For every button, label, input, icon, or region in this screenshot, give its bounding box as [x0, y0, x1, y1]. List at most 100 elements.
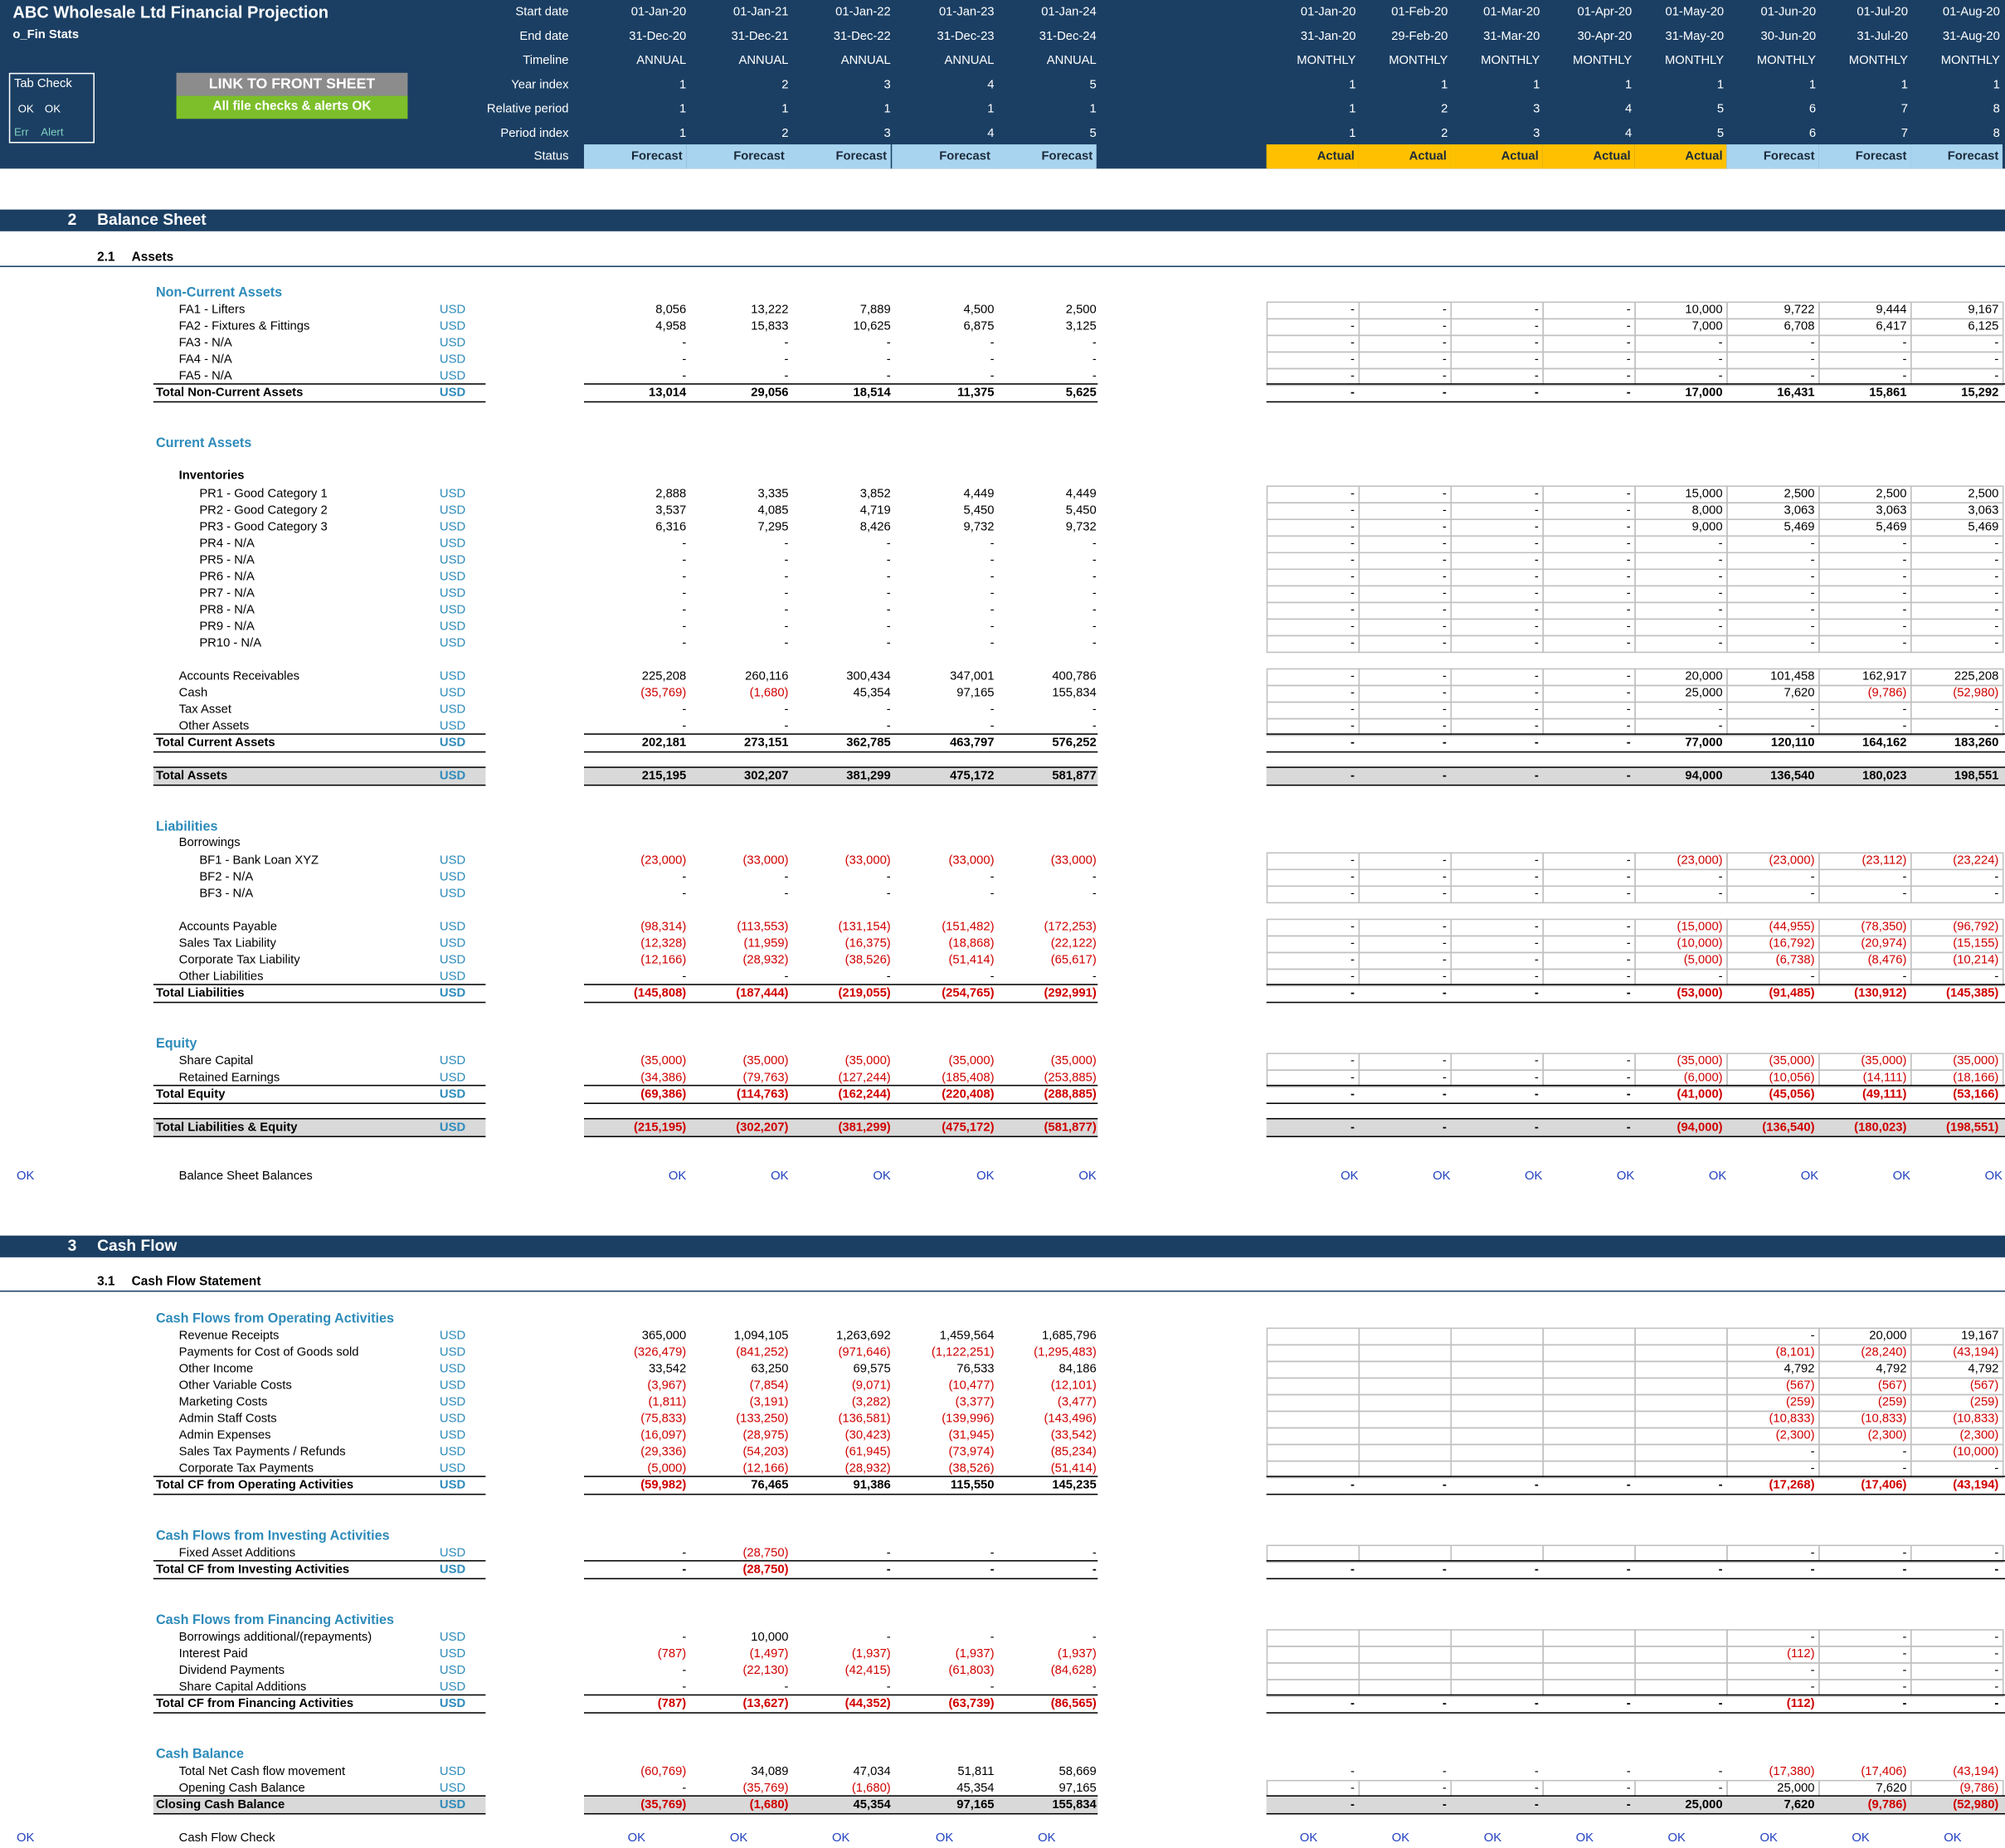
annual-cell[interactable]: -	[682, 887, 687, 902]
monthly-cell[interactable]: -	[1534, 953, 1539, 968]
monthly-cell[interactable]: -	[1626, 636, 1631, 651]
monthly-cell[interactable]: -	[1442, 1781, 1447, 1796]
monthly-cell[interactable]: -	[1994, 336, 1999, 351]
monthly-cell[interactable]: -	[1718, 570, 1723, 585]
monthly-cell[interactable]: -	[1350, 1797, 1355, 1812]
annual-cell[interactable]: -	[784, 970, 789, 985]
annual-cell[interactable]: -	[1092, 570, 1097, 585]
annual-cell[interactable]: (69,386)	[640, 1087, 687, 1102]
annual-cell[interactable]: -	[886, 1546, 891, 1560]
monthly-cell[interactable]: -	[1442, 1121, 1447, 1135]
monthly-cell[interactable]: 3,063	[1968, 503, 1999, 518]
annual-cell[interactable]: (253,885)	[1044, 1070, 1097, 1085]
annual-cell[interactable]: -	[682, 719, 687, 734]
monthly-cell[interactable]: -	[1534, 519, 1539, 534]
annual-cell[interactable]: 76,533	[956, 1362, 995, 1377]
annual-cell[interactable]: (35,000)	[948, 1053, 995, 1068]
monthly-cell[interactable]: -	[1994, 1663, 1999, 1678]
monthly-cell[interactable]: -	[1626, 1478, 1631, 1493]
monthly-cell[interactable]: -	[1810, 603, 1815, 618]
annual-cell[interactable]: (28,932)	[844, 1461, 891, 1476]
monthly-cell[interactable]: 2,500	[1968, 486, 1999, 501]
monthly-cell[interactable]: -	[1626, 1563, 1631, 1577]
monthly-cell[interactable]: -	[1994, 570, 1999, 585]
annual-cell[interactable]: (1,937)	[851, 1646, 891, 1661]
annual-cell[interactable]: (59,982)	[640, 1478, 687, 1493]
monthly-cell[interactable]: -	[1534, 1696, 1539, 1711]
monthly-cell[interactable]: -	[1626, 953, 1631, 968]
monthly-cell[interactable]: (17,406)	[1861, 1478, 1907, 1493]
monthly-cell[interactable]: (17,268)	[1769, 1478, 1815, 1493]
annual-cell[interactable]: (12,101)	[1050, 1379, 1097, 1393]
annual-cell[interactable]: 63,250	[751, 1362, 789, 1377]
monthly-cell[interactable]: -	[1626, 669, 1631, 684]
monthly-cell[interactable]: -	[1442, 920, 1447, 935]
annual-cell[interactable]: (220,408)	[942, 1087, 995, 1102]
monthly-cell[interactable]: -	[1718, 369, 1723, 384]
annual-cell[interactable]: (73,974)	[948, 1445, 995, 1460]
annual-cell[interactable]: (35,769)	[640, 1797, 687, 1812]
monthly-cell[interactable]: 19,167	[1961, 1329, 1999, 1344]
monthly-cell[interactable]: -	[1626, 553, 1631, 567]
annual-cell[interactable]: 4,085	[757, 503, 789, 518]
monthly-cell[interactable]: -	[1718, 620, 1723, 635]
monthly-cell[interactable]: -	[1350, 986, 1355, 1001]
monthly-cell[interactable]: -	[1442, 336, 1447, 351]
annual-cell[interactable]: -	[886, 586, 891, 601]
annual-cell[interactable]: -	[990, 369, 995, 384]
annual-cell[interactable]: (35,000)	[742, 1053, 789, 1068]
monthly-cell[interactable]: -	[1534, 319, 1539, 334]
monthly-cell[interactable]: -	[1902, 553, 1907, 567]
annual-cell[interactable]: -	[886, 1630, 891, 1645]
monthly-cell[interactable]: -	[1994, 1696, 1999, 1711]
monthly-cell[interactable]: 101,458	[1770, 669, 1815, 684]
annual-cell[interactable]: -	[682, 603, 687, 618]
annual-cell[interactable]: 69,575	[853, 1362, 891, 1377]
monthly-cell[interactable]: 2,500	[1876, 486, 1907, 501]
monthly-cell[interactable]: -	[1442, 603, 1447, 618]
monthly-cell[interactable]: (44,955)	[1769, 920, 1815, 935]
annual-cell[interactable]: -	[784, 586, 789, 601]
annual-cell[interactable]: (54,203)	[742, 1445, 789, 1460]
annual-cell[interactable]: 76,465	[751, 1478, 789, 1493]
annual-cell[interactable]: -	[1092, 1546, 1097, 1560]
annual-cell[interactable]: (22,122)	[1050, 936, 1097, 951]
annual-cell[interactable]: (1,680)	[749, 1797, 789, 1812]
monthly-cell[interactable]: -	[1626, 1764, 1631, 1779]
annual-cell[interactable]: 581,877	[1052, 769, 1097, 784]
annual-cell[interactable]: -	[990, 970, 995, 985]
monthly-cell[interactable]: -	[1902, 353, 1907, 367]
monthly-cell[interactable]: -	[1350, 853, 1355, 868]
annual-cell[interactable]: (42,415)	[844, 1663, 891, 1678]
annual-cell[interactable]: (302,207)	[736, 1121, 789, 1135]
annual-cell[interactable]: (139,996)	[942, 1412, 995, 1427]
monthly-cell[interactable]: (6,000)	[1683, 1070, 1723, 1085]
annual-cell[interactable]: (475,172)	[942, 1121, 995, 1135]
monthly-cell[interactable]: -	[1350, 1087, 1355, 1102]
annual-cell[interactable]: 91,386	[853, 1478, 891, 1493]
annual-cell[interactable]: -	[784, 870, 789, 885]
monthly-cell[interactable]: -	[1442, 570, 1447, 585]
monthly-cell[interactable]: 6,417	[1876, 319, 1907, 334]
monthly-cell[interactable]: -	[1902, 1445, 1907, 1460]
monthly-cell[interactable]: 198,551	[1954, 769, 1999, 784]
annual-cell[interactable]: 5,625	[1065, 386, 1097, 401]
monthly-cell[interactable]: (8,476)	[1867, 953, 1907, 968]
monthly-cell[interactable]: -	[1350, 736, 1355, 751]
monthly-cell[interactable]: -	[1442, 553, 1447, 567]
monthly-cell[interactable]: -	[1534, 603, 1539, 618]
annual-cell[interactable]: (35,000)	[844, 1053, 891, 1068]
annual-cell[interactable]: -	[990, 603, 995, 618]
annual-cell[interactable]: 300,434	[846, 669, 891, 684]
annual-cell[interactable]: -	[1092, 703, 1097, 717]
monthly-cell[interactable]: -	[1718, 636, 1723, 651]
monthly-cell[interactable]: -	[1626, 486, 1631, 501]
monthly-cell[interactable]: -	[1626, 386, 1631, 401]
monthly-cell[interactable]: (136,540)	[1762, 1121, 1815, 1135]
annual-cell[interactable]: 4,719	[859, 503, 891, 518]
annual-cell[interactable]: 3,125	[1065, 319, 1097, 334]
annual-cell[interactable]: -	[886, 887, 891, 902]
monthly-cell[interactable]: -	[1350, 620, 1355, 635]
monthly-cell[interactable]: -	[1350, 353, 1355, 367]
monthly-cell[interactable]: 3,063	[1876, 503, 1907, 518]
